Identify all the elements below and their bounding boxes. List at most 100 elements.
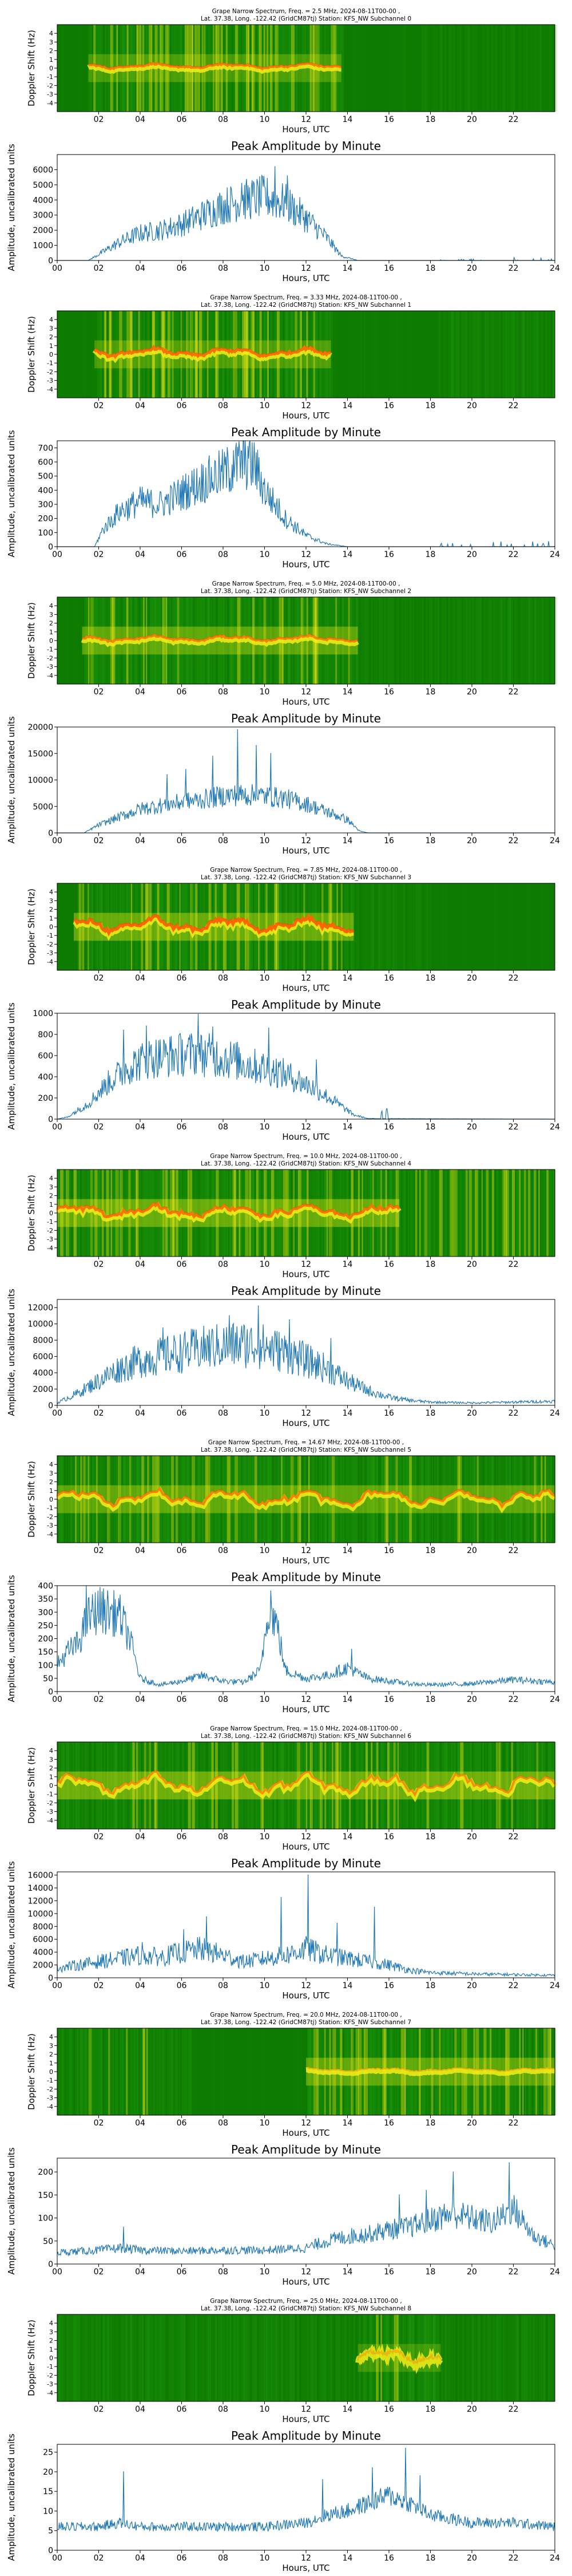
spectrum-streak xyxy=(239,1170,241,1257)
x-tick-label: 14 xyxy=(343,401,353,410)
x-tick-label: 04 xyxy=(135,1123,145,1132)
x-tick-label: 08 xyxy=(218,2267,228,2277)
x-tick-label: 22 xyxy=(509,2405,519,2414)
x-axis-label: Hours, UTC xyxy=(282,2277,329,2287)
amplitude-title: Peak Amplitude by Minute xyxy=(231,2143,381,2156)
amplitude-peak-point xyxy=(212,756,213,757)
spectrum-streak xyxy=(444,2314,447,2401)
y-tick-label: -1 xyxy=(47,359,53,367)
y-tick-label: -2 xyxy=(47,368,53,376)
x-tick-label: 02 xyxy=(94,688,104,697)
spectrum-streak xyxy=(214,1456,217,1543)
spectrum-streak xyxy=(264,1742,267,1829)
x-tick-label: 14 xyxy=(343,836,353,846)
y-tick-label: 300 xyxy=(38,1608,53,1617)
spectrum-streak xyxy=(386,597,390,684)
spectrum-streak xyxy=(101,2028,102,2115)
spectrum-streak xyxy=(415,1170,418,1257)
spectrum-streak xyxy=(435,883,438,970)
spectrum-streak xyxy=(534,311,538,398)
spectrum-streak xyxy=(235,1742,239,1829)
spectrum-streak xyxy=(418,883,421,970)
spectrum-streak xyxy=(506,1742,509,1829)
spectrum-streak xyxy=(228,1742,230,1829)
x-tick-label: 12 xyxy=(301,1409,311,1418)
spectrum-streak xyxy=(412,2314,415,2401)
spectrum-streak xyxy=(80,2028,83,2115)
spectrum-streak xyxy=(491,1170,495,1257)
spectrum-streak xyxy=(59,2028,62,2115)
x-tick-label: 18 xyxy=(426,1123,436,1132)
spectrum-streak xyxy=(125,2028,128,2115)
spectrum-streak xyxy=(142,2314,144,2401)
spectrum-streak xyxy=(487,25,490,112)
spectrum-streak xyxy=(514,597,516,684)
spectrum-streak xyxy=(458,311,460,398)
spectrum-streak xyxy=(265,1742,269,1829)
y-tick-label: 3 xyxy=(49,611,53,618)
spectrum-streak xyxy=(229,2314,232,2401)
spectrum-streak xyxy=(514,25,517,112)
spectrum-streak xyxy=(358,883,360,970)
spectrum-streak xyxy=(273,2314,277,2401)
x-tick-label: 02 xyxy=(94,2119,104,2128)
amplitude-series-line xyxy=(57,167,555,262)
spectrum-streak xyxy=(252,2314,255,2401)
spectrum-streak xyxy=(461,25,463,112)
spectrum-streak xyxy=(159,1456,162,1543)
x-tick-label: 22 xyxy=(509,401,519,410)
spectrum-streak xyxy=(239,1456,242,1543)
spectrum-streak xyxy=(390,597,393,684)
spectrum-streak xyxy=(85,1742,88,1829)
spectrum-streak xyxy=(315,1170,317,1257)
spectrum-streak xyxy=(376,1456,378,1543)
y-tick-label: 3 xyxy=(49,897,53,904)
y-axis-label: Doppler Shift (Hz) xyxy=(26,30,37,106)
spectrum-streak xyxy=(232,1742,234,1829)
x-tick-label: 08 xyxy=(218,1832,228,1842)
spectrum-streak xyxy=(458,1170,462,1257)
amplitude-series-line xyxy=(57,2448,555,2532)
spectrum-streak xyxy=(426,1742,430,1829)
y-tick-label: -2 xyxy=(47,941,53,948)
spectrum-streak xyxy=(112,1170,116,1257)
spectrum-streak xyxy=(303,1742,307,1829)
y-tick-label: 2 xyxy=(49,1479,53,1486)
spectrum-signal xyxy=(58,2314,555,2401)
spectrum-streak xyxy=(265,883,268,970)
spectrum-streak xyxy=(421,597,424,684)
spectrum-streak xyxy=(308,1456,310,1543)
spectrum-streak xyxy=(296,2028,300,2115)
spectrum-streak xyxy=(222,883,226,970)
spectrum-streak xyxy=(351,311,353,398)
x-tick-label: 20 xyxy=(467,2267,477,2277)
x-tick-label: 18 xyxy=(426,1409,436,1418)
spectrum-streak xyxy=(484,311,486,398)
spectrum-streak xyxy=(451,1456,454,1543)
spectrum-streak xyxy=(552,311,555,398)
spectrum-streak xyxy=(81,2314,85,2401)
spectrum-streak xyxy=(175,2028,179,2115)
x-tick-label: 04 xyxy=(135,2267,145,2277)
spectrum-streak xyxy=(421,1456,424,1543)
y-tick-label: -3 xyxy=(47,91,53,98)
spectrum-streak xyxy=(243,2314,247,2401)
spectrum-streak xyxy=(543,1742,546,1829)
x-tick-label: 14 xyxy=(343,2405,353,2414)
spectrum-streak xyxy=(519,25,522,112)
spectrum-title-line1: Grape Narrow Spectrum, Freq. = 10.0 MHz,… xyxy=(210,1153,402,1160)
x-tick-label: 18 xyxy=(426,401,436,410)
y-tick-label: 200 xyxy=(38,515,53,524)
y-tick-label: 200 xyxy=(38,1635,53,1644)
x-tick-label: 08 xyxy=(218,688,228,697)
spectrum-streak xyxy=(419,1456,423,1543)
spectrum-streak xyxy=(138,2314,141,2401)
spectrum-streak xyxy=(459,25,462,112)
spectrum-streak xyxy=(154,1742,157,1829)
spectrum-streak xyxy=(78,1170,80,1257)
x-tick-label: 00 xyxy=(52,1981,62,1990)
x-tick-label: 06 xyxy=(177,550,187,559)
spectrum-streak xyxy=(92,2314,94,2401)
x-tick-label: 06 xyxy=(177,115,187,124)
spectrum-streak xyxy=(150,2314,153,2401)
